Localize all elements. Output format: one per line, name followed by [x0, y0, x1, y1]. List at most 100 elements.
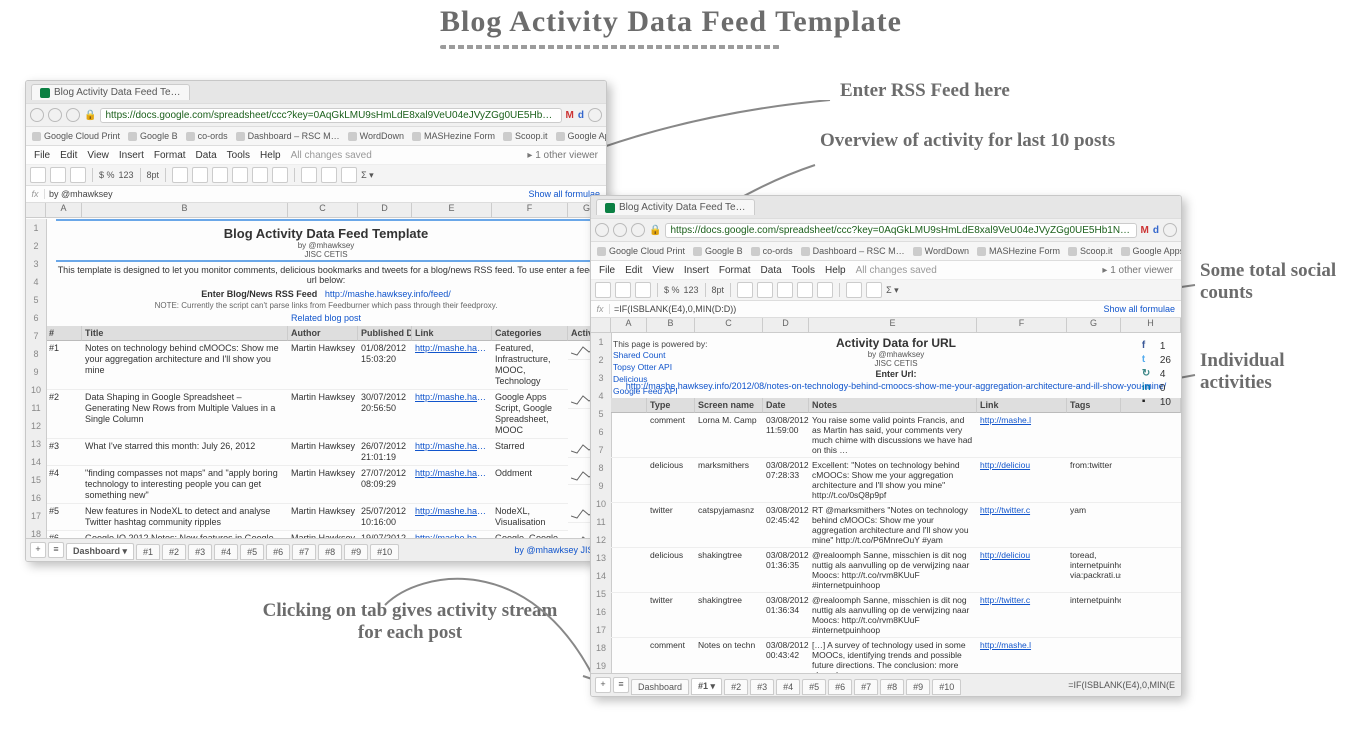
- col-header[interactable]: F: [977, 318, 1067, 332]
- menu-item[interactable]: Data: [761, 265, 782, 276]
- sheet-tab[interactable]: #10: [932, 679, 961, 695]
- powered-link[interactable]: Shared Count: [613, 349, 713, 361]
- powered-link[interactable]: Delicious: [613, 373, 713, 385]
- table-row[interactable]: twittershakingtree03/08/2012 01:36:34@re…: [611, 593, 1181, 638]
- reload-icon[interactable]: [66, 108, 80, 122]
- bookmark-item[interactable]: co-ords: [186, 131, 228, 141]
- bookmark-item[interactable]: Google B: [693, 246, 743, 256]
- col-header[interactable]: D: [763, 318, 809, 332]
- sheet-tab[interactable]: #8: [318, 544, 342, 560]
- reload-icon[interactable]: [631, 223, 645, 237]
- back-icon[interactable]: [30, 108, 44, 122]
- bookmark-item[interactable]: Google Apps Script: [1121, 246, 1181, 256]
- bookmark-item[interactable]: Dashboard – RSC M…: [236, 131, 340, 141]
- sheet-tab[interactable]: #7: [292, 544, 316, 560]
- menu-item[interactable]: Data: [196, 150, 217, 161]
- col-header[interactable]: D: [358, 203, 412, 217]
- feed-url[interactable]: http://mashe.hawksey.info/feed/: [325, 289, 451, 299]
- col-header[interactable]: B: [82, 203, 288, 217]
- powered-link[interactable]: Topsy Otter API: [613, 361, 713, 373]
- bookmark-item[interactable]: Google Cloud Print: [597, 246, 685, 256]
- menu-icon[interactable]: [1163, 223, 1177, 237]
- col-header[interactable]: E: [412, 203, 492, 217]
- table-row[interactable]: deliciousshakingtree03/08/2012 01:36:35@…: [611, 548, 1181, 593]
- add-sheet[interactable]: +: [595, 677, 611, 693]
- col-header[interactable]: H: [1121, 318, 1181, 332]
- menu-item[interactable]: File: [34, 150, 50, 161]
- menu-item[interactable]: Format: [719, 265, 751, 276]
- menu-item[interactable]: Edit: [60, 150, 77, 161]
- sheet-tab[interactable]: #2: [162, 544, 186, 560]
- fwd-icon[interactable]: [613, 223, 627, 237]
- bookmark-item[interactable]: WordDown: [913, 246, 969, 256]
- col-header[interactable]: A: [611, 318, 647, 332]
- bookmark-item[interactable]: Google Apps Script: [556, 131, 606, 141]
- table-row[interactable]: commentLorna M. Camp03/08/2012 11:59:00Y…: [611, 413, 1181, 458]
- menu-item[interactable]: File: [599, 265, 615, 276]
- browser-tab[interactable]: Blog Activity Data Feed Te…: [31, 84, 190, 100]
- bookmark-item[interactable]: Dashboard – RSC M…: [801, 246, 905, 256]
- menu-item[interactable]: Insert: [684, 265, 709, 276]
- table-row[interactable]: #1Notes on technology behind cMOOCs: Sho…: [46, 341, 606, 390]
- sheet-tab[interactable]: #5: [802, 679, 826, 695]
- menu-item[interactable]: Tools: [792, 265, 815, 276]
- bookmark-item[interactable]: Scoop.it: [503, 131, 548, 141]
- bookmark-item[interactable]: WordDown: [348, 131, 404, 141]
- print-icon[interactable]: [30, 167, 46, 183]
- sheet-tab[interactable]: #1 ▾: [691, 678, 722, 695]
- menu-item[interactable]: Insert: [119, 150, 144, 161]
- sheet-tab[interactable]: #4: [214, 544, 238, 560]
- sheets-menu-icon[interactable]: ≡: [613, 677, 629, 693]
- show-formulae[interactable]: Show all formulae: [1097, 304, 1181, 314]
- undo-icon[interactable]: [50, 167, 66, 183]
- url-field[interactable]: https://docs.google.com/spreadsheet/ccc?…: [665, 223, 1136, 238]
- menu-item[interactable]: View: [87, 150, 109, 161]
- col-header[interactable]: A: [46, 203, 82, 217]
- sheet-tab[interactable]: Dashboard: [631, 679, 689, 695]
- sheet-tab[interactable]: #2: [724, 679, 748, 695]
- menu-item[interactable]: Help: [260, 150, 281, 161]
- sheets-menu-icon[interactable]: ≡: [48, 542, 64, 558]
- col-header[interactable]: G: [1067, 318, 1121, 332]
- bookmark-item[interactable]: Google B: [128, 131, 178, 141]
- sheet-tab[interactable]: #6: [266, 544, 290, 560]
- table-row[interactable]: twittercatspyjamasnz03/08/2012 02:45:42R…: [611, 503, 1181, 548]
- menu-item[interactable]: Tools: [227, 150, 250, 161]
- sheet-tab[interactable]: #1: [136, 544, 160, 560]
- col-header[interactable]: C: [695, 318, 763, 332]
- url-field[interactable]: https://docs.google.com/spreadsheet/ccc?…: [100, 108, 561, 123]
- col-header[interactable]: F: [492, 203, 568, 217]
- menu-item[interactable]: Help: [825, 265, 846, 276]
- sheet-tab[interactable]: #9: [906, 679, 930, 695]
- sheet-tab[interactable]: #7: [854, 679, 878, 695]
- add-sheet[interactable]: +: [30, 542, 46, 558]
- sheet-tab[interactable]: #9: [344, 544, 368, 560]
- col-header[interactable]: C: [288, 203, 358, 217]
- menu-item[interactable]: View: [652, 265, 674, 276]
- bookmark-item[interactable]: MASHezine Form: [412, 131, 495, 141]
- col-header[interactable]: E: [809, 318, 977, 332]
- back-icon[interactable]: [595, 223, 609, 237]
- table-row[interactable]: #5New features in NodeXL to detect and a…: [46, 504, 606, 531]
- sheet-tab[interactable]: #4: [776, 679, 800, 695]
- browser-tab[interactable]: Blog Activity Data Feed Te…: [596, 199, 755, 215]
- sheet-tab[interactable]: #10: [370, 544, 399, 560]
- sheet-tab[interactable]: #5: [240, 544, 264, 560]
- sheet-tab[interactable]: #8: [880, 679, 904, 695]
- bookmark-item[interactable]: MASHezine Form: [977, 246, 1060, 256]
- formula-value[interactable]: =IF(ISBLANK(E4),0,MIN(D:D)): [610, 304, 1097, 314]
- menu-item[interactable]: Edit: [625, 265, 642, 276]
- redo-icon[interactable]: [70, 167, 86, 183]
- sheet-tab[interactable]: #6: [828, 679, 852, 695]
- powered-link[interactable]: Google Feed API: [613, 385, 713, 397]
- table-row[interactable]: #2Data Shaping in Google Spreadsheet – G…: [46, 390, 606, 439]
- formula-value[interactable]: by @mhawksey: [45, 189, 522, 199]
- fwd-icon[interactable]: [48, 108, 62, 122]
- sheet-tab[interactable]: Dashboard ▾: [66, 543, 134, 560]
- col-header[interactable]: B: [647, 318, 695, 332]
- menu-item[interactable]: Format: [154, 150, 186, 161]
- related-link[interactable]: Related blog post: [291, 313, 361, 323]
- bookmark-item[interactable]: co-ords: [751, 246, 793, 256]
- menu-icon[interactable]: [588, 108, 602, 122]
- sheet-tab[interactable]: #3: [188, 544, 212, 560]
